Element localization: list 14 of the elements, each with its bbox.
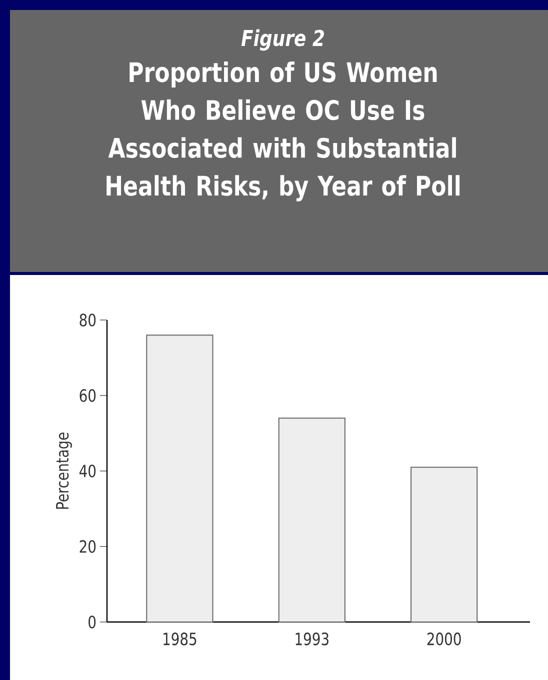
y-tick-label: 0 [88,616,96,628]
bar [146,334,214,622]
x-tick-label: 1993 [296,632,328,646]
y-tick-label: 60 [80,389,96,402]
x-tick-label: 2000 [427,632,461,646]
y-tick-label: 40 [79,464,96,478]
chart-title: Figure 2 [241,29,324,51]
x-tick-label: 1985 [164,632,196,646]
bar [410,466,478,622]
y-axis-title: Percentage [56,432,72,509]
y-tick-label: 80 [80,314,96,326]
chart-subtitle: Proportion of US Women Who Believe OC Use Is Associated with Substantial Health Risks, by Year of Poll [106,62,460,202]
y-tick-label: 20 [80,540,96,553]
bar [278,418,346,622]
